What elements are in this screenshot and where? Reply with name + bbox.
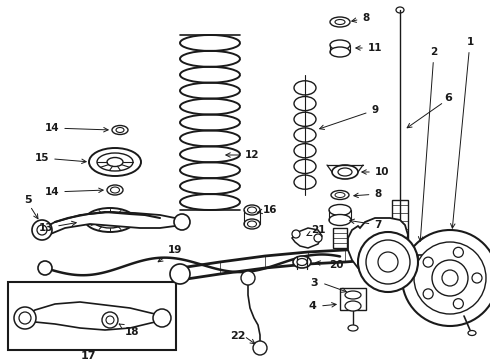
Text: 8: 8 (354, 189, 382, 199)
Circle shape (170, 264, 190, 284)
Ellipse shape (85, 208, 135, 232)
Bar (8, 282, 176, 350)
Circle shape (472, 273, 482, 283)
Ellipse shape (331, 190, 349, 199)
Ellipse shape (468, 330, 476, 336)
Ellipse shape (293, 256, 311, 268)
Ellipse shape (112, 126, 128, 135)
Text: 21: 21 (307, 225, 325, 235)
Circle shape (432, 260, 468, 296)
Ellipse shape (97, 153, 133, 171)
Circle shape (414, 242, 486, 314)
Ellipse shape (332, 165, 358, 179)
Ellipse shape (116, 127, 124, 132)
Text: 22: 22 (230, 331, 246, 341)
Circle shape (37, 225, 47, 235)
Circle shape (102, 312, 118, 328)
Polygon shape (348, 218, 408, 272)
Ellipse shape (244, 219, 260, 229)
Text: 13: 13 (39, 221, 76, 233)
Circle shape (292, 230, 300, 238)
Ellipse shape (111, 187, 120, 193)
Text: 14: 14 (45, 187, 103, 197)
Ellipse shape (93, 212, 127, 228)
Bar (418, 255, 432, 285)
Ellipse shape (294, 159, 316, 174)
Ellipse shape (329, 204, 351, 216)
Text: 20: 20 (316, 260, 343, 270)
Circle shape (378, 252, 398, 272)
Ellipse shape (107, 158, 123, 166)
Ellipse shape (330, 17, 350, 27)
Text: 9: 9 (319, 105, 379, 130)
Bar (333, 228, 347, 248)
Bar (340, 288, 366, 310)
Ellipse shape (330, 40, 350, 50)
Text: 4: 4 (308, 301, 316, 311)
Circle shape (453, 299, 464, 309)
Circle shape (453, 247, 464, 257)
Ellipse shape (294, 128, 316, 142)
Circle shape (423, 289, 433, 299)
Text: 12: 12 (226, 150, 259, 160)
Ellipse shape (345, 291, 361, 299)
Text: 10: 10 (362, 167, 389, 177)
Polygon shape (40, 212, 185, 235)
Ellipse shape (396, 7, 404, 13)
Text: 8: 8 (352, 13, 369, 23)
Ellipse shape (294, 81, 316, 95)
Text: 11: 11 (356, 43, 382, 53)
Ellipse shape (297, 258, 307, 266)
Ellipse shape (244, 205, 260, 215)
Text: 18: 18 (119, 324, 139, 337)
Circle shape (174, 214, 190, 230)
Bar (392, 200, 408, 270)
Ellipse shape (294, 112, 316, 126)
Ellipse shape (330, 47, 350, 57)
Circle shape (106, 316, 114, 324)
Circle shape (442, 270, 458, 286)
Ellipse shape (394, 266, 406, 274)
Text: 6: 6 (444, 93, 452, 103)
Polygon shape (22, 302, 165, 330)
Text: 1: 1 (451, 37, 474, 228)
Ellipse shape (294, 96, 316, 111)
Circle shape (241, 271, 255, 285)
Circle shape (358, 232, 418, 292)
Ellipse shape (335, 193, 345, 198)
Text: 7: 7 (350, 219, 382, 230)
Text: 14: 14 (45, 123, 108, 133)
Circle shape (253, 341, 267, 355)
Text: 17: 17 (80, 351, 96, 360)
Ellipse shape (348, 325, 358, 331)
Circle shape (32, 220, 52, 240)
Circle shape (366, 240, 410, 284)
Ellipse shape (294, 175, 316, 189)
Ellipse shape (335, 19, 345, 24)
Circle shape (402, 230, 490, 326)
Ellipse shape (294, 144, 316, 158)
Text: 2: 2 (418, 47, 438, 241)
Ellipse shape (89, 148, 141, 176)
Ellipse shape (329, 215, 351, 225)
Circle shape (38, 261, 52, 275)
Ellipse shape (107, 185, 123, 195)
Circle shape (153, 309, 171, 327)
Circle shape (314, 234, 322, 242)
Circle shape (423, 257, 433, 267)
Text: 16: 16 (257, 205, 277, 215)
Text: 5: 5 (24, 195, 32, 205)
Polygon shape (292, 228, 322, 248)
Ellipse shape (247, 221, 256, 227)
Text: 3: 3 (310, 278, 318, 288)
Text: 19: 19 (158, 245, 182, 262)
Ellipse shape (338, 168, 352, 176)
Ellipse shape (345, 301, 361, 311)
Circle shape (19, 312, 31, 324)
Ellipse shape (103, 216, 117, 224)
Text: 15: 15 (35, 153, 86, 163)
Ellipse shape (247, 207, 256, 213)
Circle shape (14, 307, 36, 329)
